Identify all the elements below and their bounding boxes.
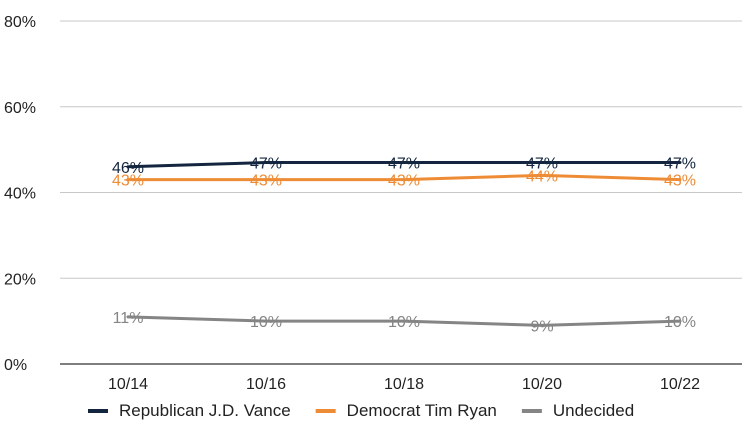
legend: Republican J.D. Vance Democrat Tim Ryan Un…	[88, 401, 634, 420]
x-tick-label: 10/20	[522, 376, 562, 393]
data-label: 10%	[250, 314, 282, 331]
legend-label: Democrat Tim Ryan	[347, 401, 497, 420]
data-label: 44%	[526, 168, 558, 185]
x-tick-label: 10/18	[384, 376, 424, 393]
data-label: 43%	[112, 173, 144, 190]
data-label: 47%	[250, 155, 282, 172]
series-line	[126, 173, 682, 182]
series-lines	[126, 160, 682, 327]
x-tick-label: 10/16	[246, 376, 286, 393]
x-axis-ticks: 10/14 10/16 10/18 10/20 10/22	[108, 376, 700, 393]
data-label: 10%	[388, 314, 420, 331]
series-line	[126, 315, 682, 327]
data-label: 11%	[113, 310, 144, 327]
x-tick-label: 10/22	[660, 376, 700, 393]
y-tick-label: 80%	[4, 14, 36, 31]
legend-label: Republican J.D. Vance	[119, 401, 291, 420]
data-label: 47%	[526, 155, 558, 172]
data-label: 43%	[250, 173, 282, 190]
y-tick-label: 20%	[4, 271, 36, 288]
data-label: 43%	[388, 173, 420, 190]
x-tick-label: 10/14	[108, 376, 148, 393]
data-label: 47%	[664, 155, 696, 172]
y-axis-ticks: 0% 20% 40% 60% 80%	[4, 14, 36, 374]
data-label: 43%	[664, 173, 696, 190]
data-label: 47%	[388, 155, 420, 172]
legend-label: Undecided	[553, 401, 634, 420]
series-line	[126, 160, 682, 169]
y-tick-label: 40%	[4, 186, 36, 203]
data-labels: 46% 47% 47% 47% 47%43% 43% 43% 44% 43%11% 10% 10% 9…	[112, 155, 696, 335]
y-tick-label: 60%	[4, 100, 36, 117]
data-label: 46%	[112, 160, 144, 177]
data-label: 9%	[530, 318, 553, 335]
y-tick-label: 0%	[4, 357, 27, 374]
gridlines	[60, 20, 742, 365]
data-label: 10%	[664, 314, 696, 331]
